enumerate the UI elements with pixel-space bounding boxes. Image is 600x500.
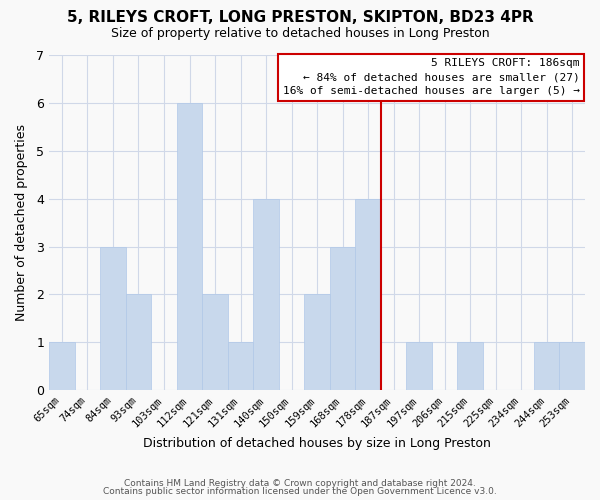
Text: Contains public sector information licensed under the Open Government Licence v3: Contains public sector information licen…: [103, 487, 497, 496]
Bar: [406, 342, 432, 390]
Text: Contains HM Land Registry data © Crown copyright and database right 2024.: Contains HM Land Registry data © Crown c…: [124, 478, 476, 488]
Bar: [202, 294, 228, 390]
X-axis label: Distribution of detached houses by size in Long Preston: Distribution of detached houses by size …: [143, 437, 491, 450]
Text: 5 RILEYS CROFT: 186sqm
← 84% of detached houses are smaller (27)
16% of semi-det: 5 RILEYS CROFT: 186sqm ← 84% of detached…: [283, 58, 580, 96]
Bar: [177, 103, 202, 390]
Bar: [253, 198, 279, 390]
Bar: [100, 246, 126, 390]
Text: 5, RILEYS CROFT, LONG PRESTON, SKIPTON, BD23 4PR: 5, RILEYS CROFT, LONG PRESTON, SKIPTON, …: [67, 10, 533, 25]
Bar: [559, 342, 585, 390]
Bar: [228, 342, 253, 390]
Bar: [534, 342, 559, 390]
Y-axis label: Number of detached properties: Number of detached properties: [15, 124, 28, 321]
Bar: [126, 294, 151, 390]
Bar: [304, 294, 330, 390]
Bar: [330, 246, 355, 390]
Bar: [49, 342, 75, 390]
Bar: [457, 342, 483, 390]
Bar: [355, 198, 381, 390]
Text: Size of property relative to detached houses in Long Preston: Size of property relative to detached ho…: [110, 28, 490, 40]
